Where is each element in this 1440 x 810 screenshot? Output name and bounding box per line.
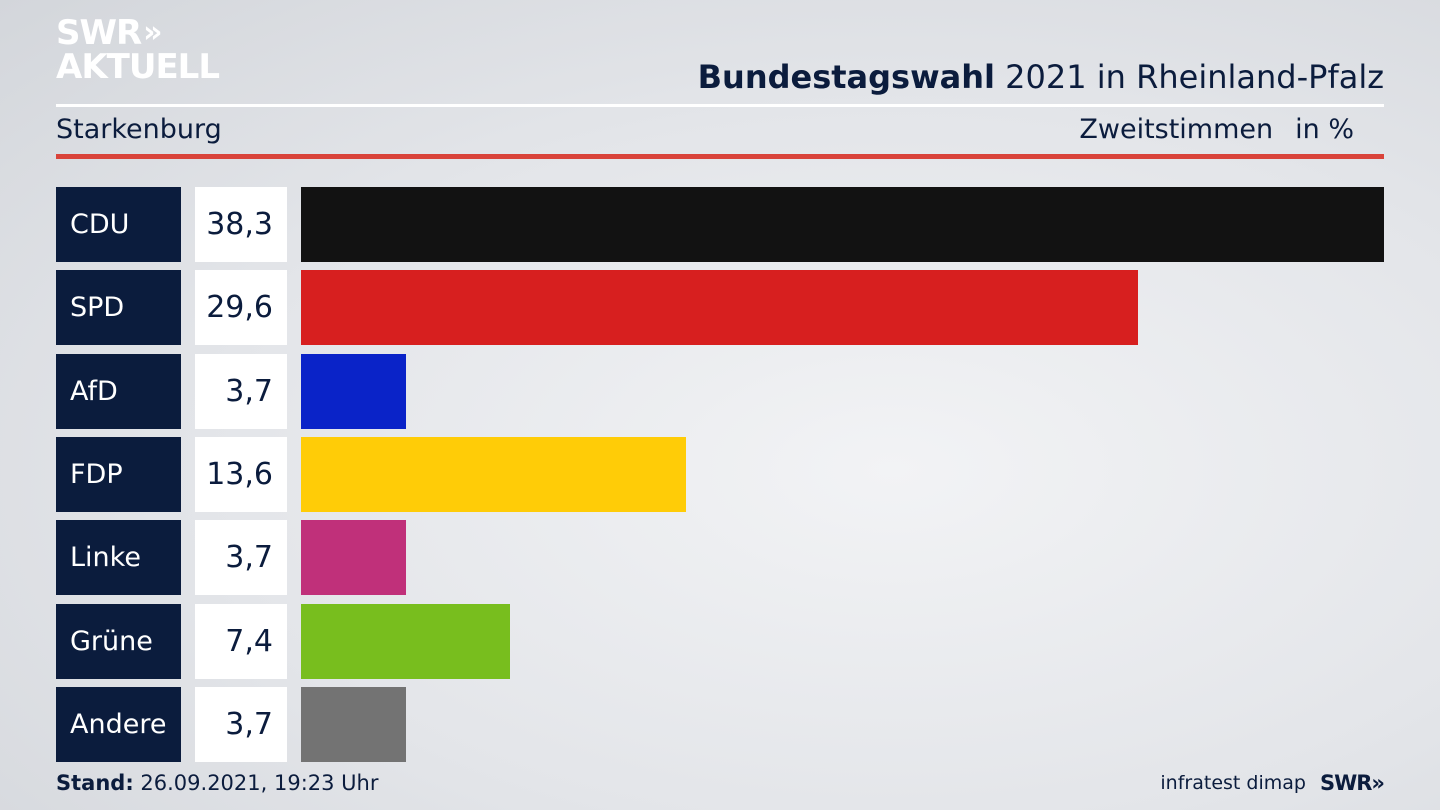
value-box-0	[195, 187, 287, 262]
stand-label: Stand:	[56, 771, 134, 795]
bar-2	[301, 354, 406, 429]
party-label-6: Andere	[70, 709, 167, 740]
value-label-3: 13,6	[206, 457, 273, 492]
measure-label: Zweitstimmen in %	[1079, 114, 1354, 145]
value-box-6	[195, 687, 287, 762]
party-box-6	[56, 687, 181, 762]
value-label-6: 3,7	[225, 707, 273, 742]
bar-1	[301, 270, 1138, 345]
footer-source: infratest dimap SWR»	[1160, 771, 1385, 795]
measure-unit: in %	[1295, 114, 1354, 145]
bar-3	[301, 437, 686, 512]
party-box-0	[56, 187, 181, 262]
logo-line2: AKTUELL	[56, 47, 220, 87]
logo-line1: SWR	[56, 13, 142, 53]
title-rest: 2021 in Rheinland-Pfalz	[995, 58, 1384, 96]
stand-value: 26.09.2021, 19:23 Uhr	[133, 771, 379, 795]
value-box-4	[195, 520, 287, 595]
bar-0	[301, 187, 1384, 262]
party-label-4: Linke	[70, 542, 141, 573]
party-label-3: FDP	[70, 459, 123, 490]
source-label: infratest dimap	[1160, 772, 1306, 794]
value-label-5: 7,4	[225, 624, 273, 659]
swr-aktuell-logo: SWR » AKTUELL	[56, 13, 220, 87]
value-label-2: 3,7	[225, 374, 273, 409]
party-label-1: SPD	[70, 292, 125, 323]
party-label-2: AfD	[70, 376, 118, 407]
bar-4	[301, 520, 406, 595]
swr-chevrons: »	[1371, 771, 1385, 795]
party-box-3	[56, 437, 181, 512]
value-box-2	[195, 354, 287, 429]
party-box-5	[56, 604, 181, 679]
swr-logo: SWR»	[1319, 771, 1385, 795]
header-divider	[56, 104, 1384, 107]
party-box-1	[56, 270, 181, 345]
bar-6	[301, 687, 406, 762]
measure-type: Zweitstimmen	[1079, 114, 1274, 145]
timestamp: Stand: 26.09.2021, 19:23 Uhr	[56, 771, 379, 795]
region-name: Starkenburg	[56, 114, 222, 145]
chart-title: Bundestagswahl 2021 in Rheinland-Pfalz	[698, 58, 1384, 96]
party-label-5: Grüne	[70, 626, 153, 657]
value-label-0: 38,3	[206, 207, 273, 242]
swr-brand: SWR	[1319, 771, 1372, 795]
value-label-4: 3,7	[225, 540, 273, 575]
value-box-3	[195, 437, 287, 512]
bar-5	[301, 604, 510, 679]
value-label-1: 29,6	[206, 290, 273, 325]
subheader-divider	[56, 154, 1384, 159]
party-box-4	[56, 520, 181, 595]
party-label-0: CDU	[70, 209, 130, 240]
value-box-1	[195, 270, 287, 345]
title-bold: Bundestagswahl	[697, 58, 995, 96]
party-box-2	[56, 354, 181, 429]
value-box-5	[195, 604, 287, 679]
